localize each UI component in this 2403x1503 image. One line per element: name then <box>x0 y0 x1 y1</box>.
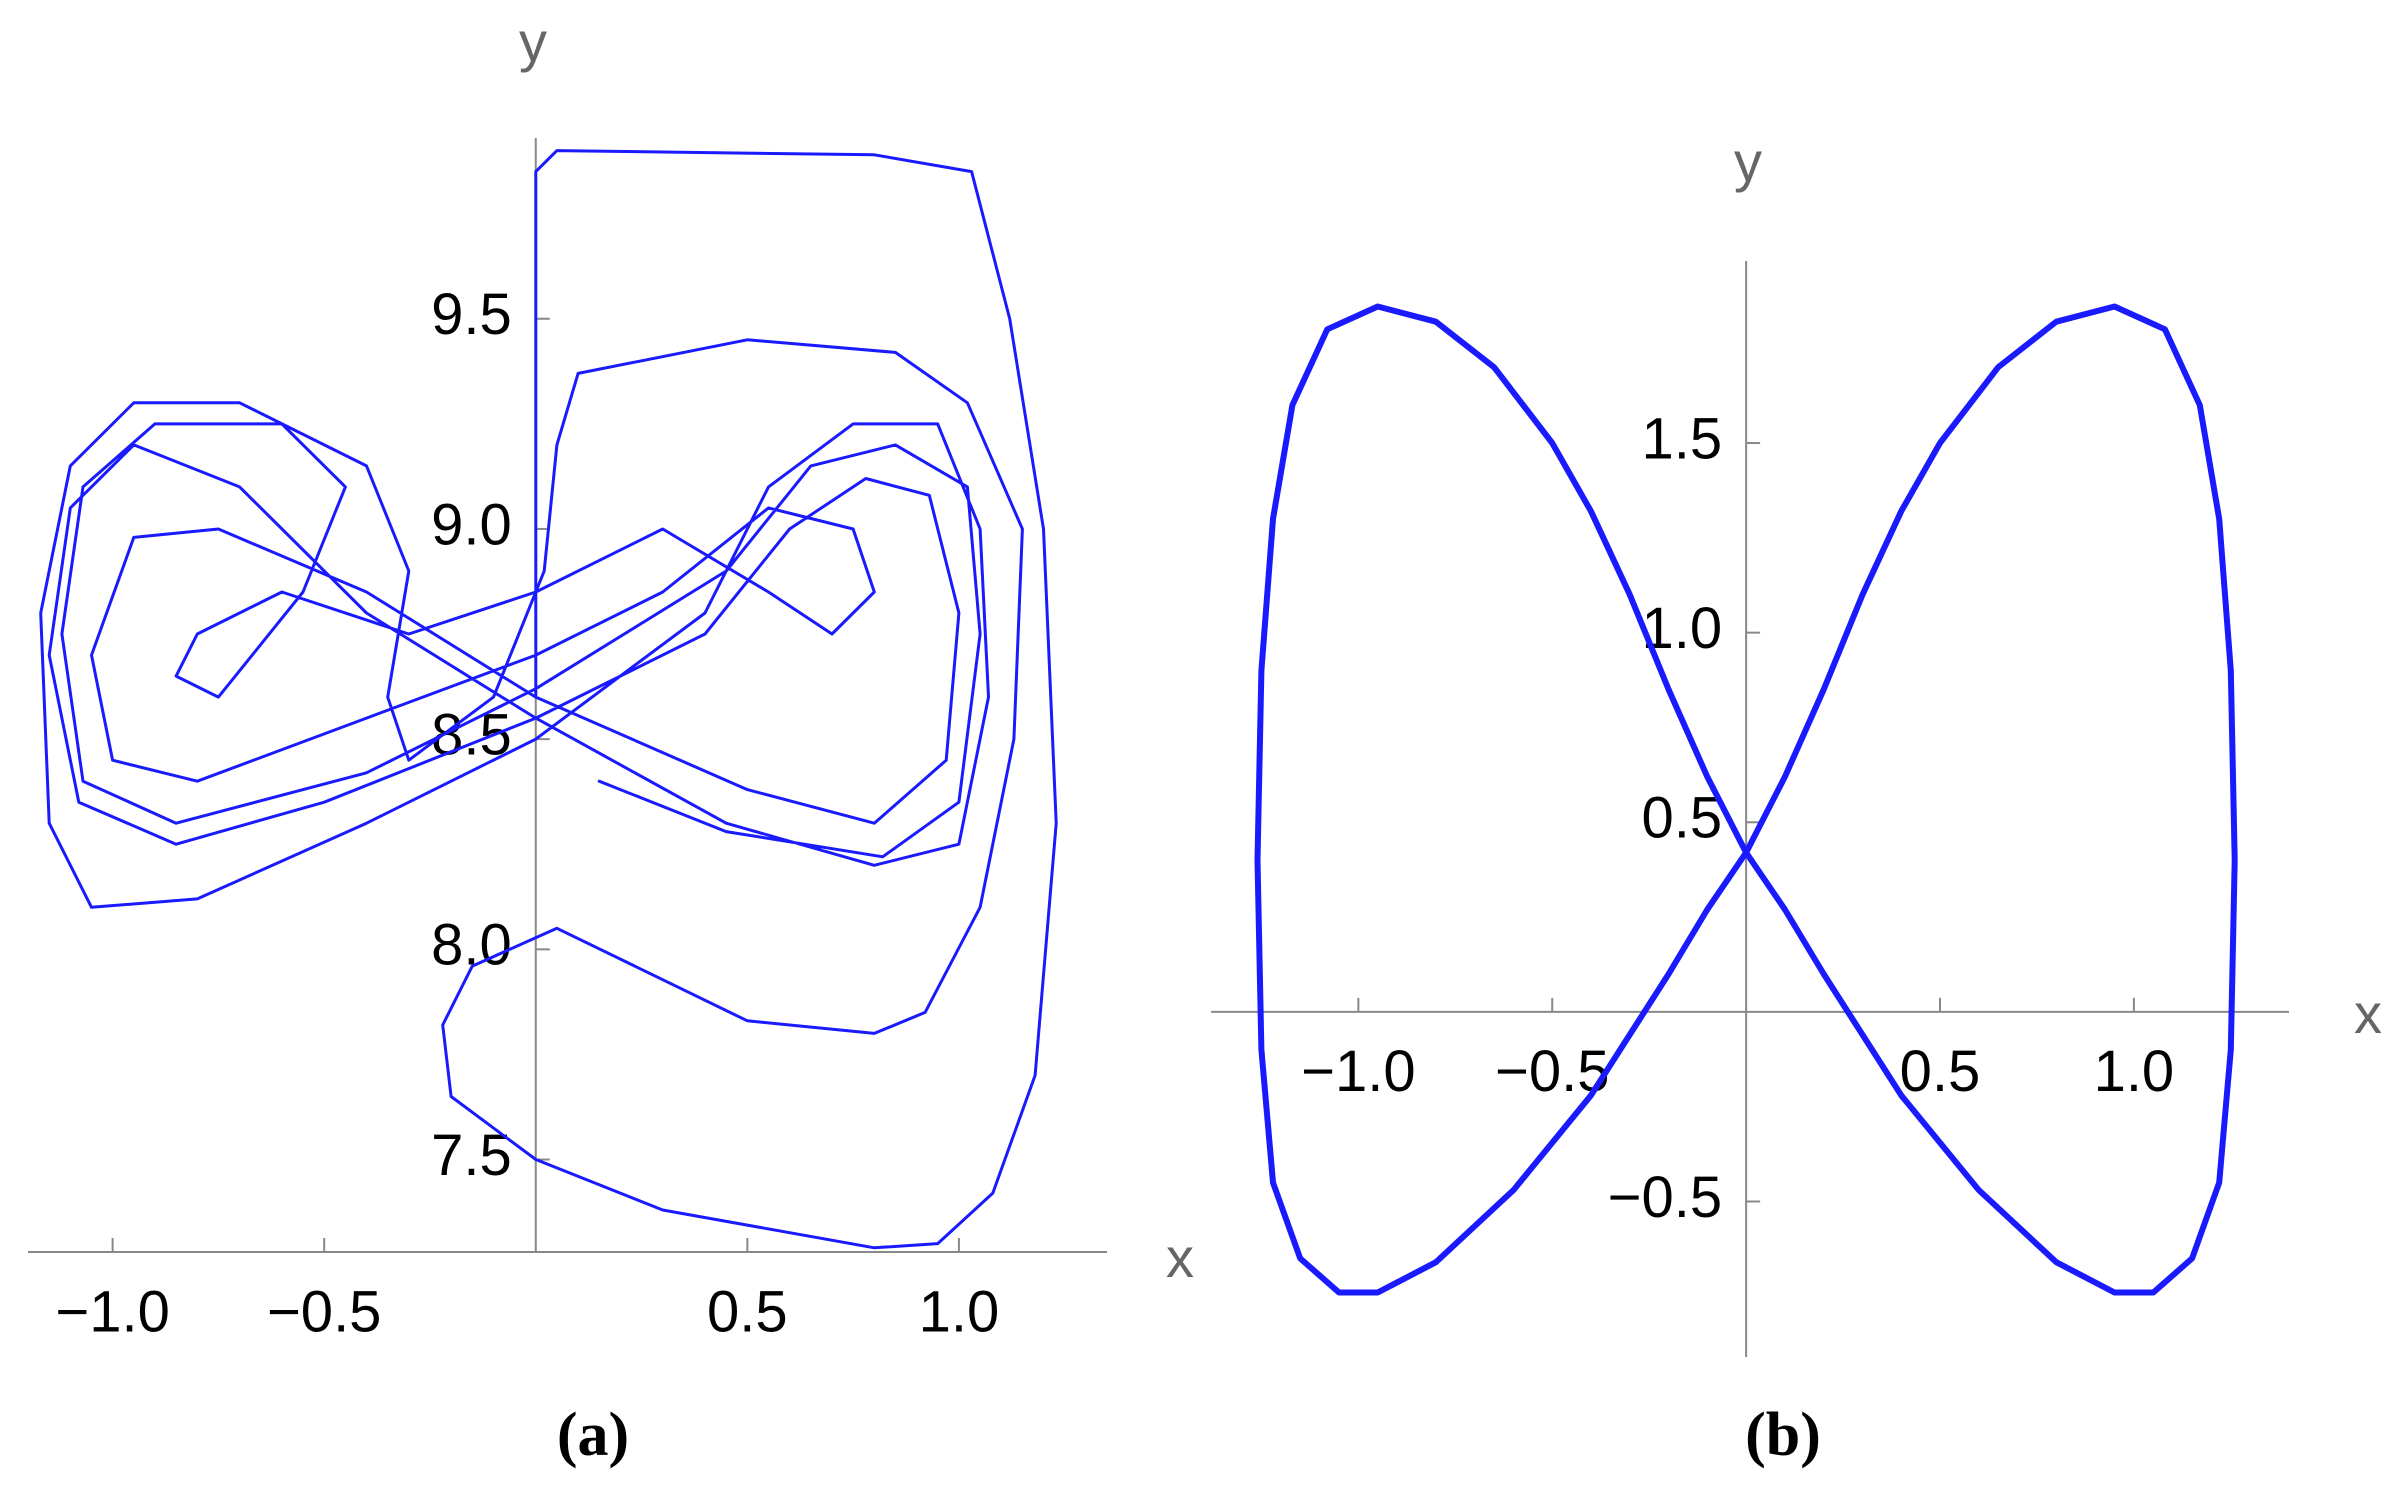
x-tick-label: 0.5 <box>707 1279 788 1344</box>
y-tick-label: 9.0 <box>431 492 512 557</box>
y-tick-label: 7.5 <box>431 1123 512 1188</box>
x-tick-label: −1.0 <box>55 1279 170 1344</box>
y-tick-label: 1.5 <box>1641 406 1722 471</box>
y-axis-label: y <box>519 10 547 73</box>
y-tick-label: 0.5 <box>1641 786 1722 851</box>
y-tick-label: 9.5 <box>431 282 512 347</box>
x-tick-label: −0.5 <box>267 1279 382 1344</box>
x-tick-label: 1.0 <box>919 1279 1000 1344</box>
caption: (b) <box>1745 1401 1821 1469</box>
caption: (a) <box>557 1401 629 1469</box>
trajectory <box>1254 303 2238 1296</box>
y-tick-label: −0.5 <box>1608 1165 1723 1230</box>
y-axis-label: y <box>1734 130 1762 193</box>
trajectory <box>39 149 1058 1250</box>
x-axis-label: x <box>2354 982 2382 1045</box>
x-tick-label: −1.0 <box>1301 1039 1416 1104</box>
x-tick-label: 1.0 <box>2094 1039 2175 1104</box>
x-axis-label: x <box>1166 1226 1194 1289</box>
x-tick-label: 0.5 <box>1900 1039 1981 1104</box>
